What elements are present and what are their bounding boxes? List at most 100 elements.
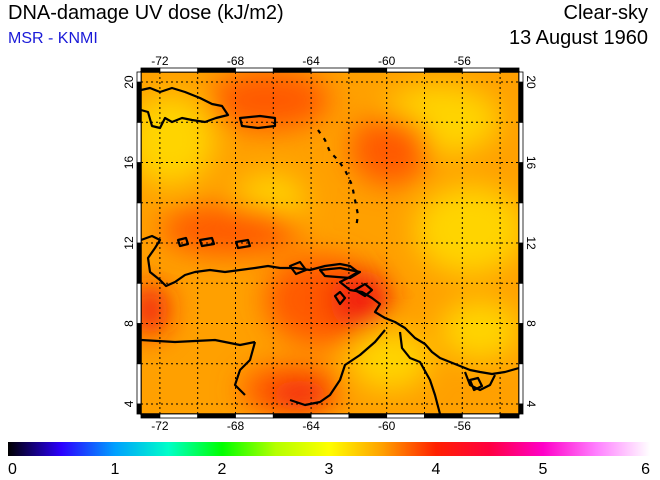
lat-tick-label-left: 20	[122, 75, 136, 89]
lon-tick-label-top: -68	[227, 54, 245, 68]
frame-segment	[136, 242, 142, 284]
lesser-antilles-arc	[317, 129, 360, 229]
colorbar-tick-label: 0	[8, 461, 17, 478]
lon-tick-label-bottom: -60	[378, 419, 396, 433]
south-america-coast	[141, 234, 519, 376]
axis-tick-labels: -72 -72 -68 -68 -64 -64 -60 -60 -56 -56 4 4 8 8 12 12 16…	[122, 54, 538, 433]
frame-ticks	[136, 67, 524, 419]
map-title: DNA-damage UV dose (kJ/m2)	[8, 2, 284, 24]
frame-segment	[272, 67, 312, 73]
frame-segment	[518, 162, 524, 204]
frame-segment	[136, 81, 142, 123]
frame-segment	[518, 323, 524, 365]
frame-segment	[272, 413, 312, 419]
frame-segment	[518, 202, 524, 244]
colorbar-tick-label: 5	[539, 461, 548, 478]
frame-segment	[518, 363, 524, 405]
puerto-rico-coast	[238, 114, 277, 130]
frame-segment	[518, 242, 524, 284]
frame-segment	[197, 67, 236, 73]
frame-segment	[518, 71, 524, 83]
frame-segment	[235, 67, 274, 73]
frame-segment	[159, 413, 199, 419]
tobago-coast	[353, 282, 374, 298]
frame-segment	[197, 413, 236, 419]
island-shape	[468, 376, 484, 392]
frame-segment	[136, 202, 142, 244]
frame-segment	[136, 121, 142, 163]
frame-segment	[159, 67, 199, 73]
paria-coast	[318, 266, 362, 280]
sky-condition-label: Clear-sky	[563, 2, 648, 24]
frame-segment	[136, 162, 142, 204]
colorbar-tick-label: 4	[432, 461, 441, 478]
frame-segment	[518, 121, 524, 163]
suriname-border	[398, 331, 442, 414]
field-yellow-patch	[415, 185, 519, 275]
french-guiana-border	[463, 371, 496, 392]
coastlines	[141, 86, 519, 414]
graticule	[141, 72, 519, 414]
frame-segment	[386, 413, 425, 419]
lat-tick-label-right: 4	[524, 401, 538, 408]
frame-segment	[136, 403, 142, 415]
lat-tick-label-right: 16	[524, 156, 538, 170]
lon-tick-label-top: -56	[454, 54, 472, 68]
colorbar-tick-label: 1	[111, 461, 120, 478]
frame-segment	[461, 413, 501, 419]
field-red-patch	[330, 270, 390, 330]
source-label: MSR - KNMI	[8, 30, 98, 47]
frame-segment	[424, 413, 463, 419]
field-red-patch	[141, 285, 168, 335]
lat-tick-label-left: 12	[122, 236, 136, 250]
field-yellow-patch	[440, 300, 519, 360]
frame-segment	[518, 403, 524, 415]
frame-segment	[386, 67, 425, 73]
margarita-coast	[288, 260, 308, 276]
colorbar-tick-label: 3	[325, 461, 334, 478]
lon-tick-label-bottom: -68	[227, 419, 245, 433]
frame-segment	[136, 282, 142, 324]
lat-tick-label-right: 20	[524, 75, 538, 89]
frame-segment	[499, 413, 520, 419]
field-red-patch	[270, 380, 330, 410]
frame-segment	[424, 67, 463, 73]
colorbar-tick-label: 6	[641, 461, 650, 478]
frame-segment	[136, 323, 142, 365]
lat-tick-label-left: 16	[122, 156, 136, 170]
lon-tick-label-top: -60	[378, 54, 396, 68]
lat-tick-label-right: 8	[524, 320, 538, 327]
curacao-coast	[198, 236, 216, 248]
frame-segment	[140, 67, 161, 73]
aruba-coast	[176, 236, 190, 248]
uv-dose-field	[141, 72, 519, 414]
lon-tick-label-top: -64	[302, 54, 320, 68]
frame-segment	[518, 282, 524, 324]
lon-tick-label-bottom: -56	[454, 419, 472, 433]
frame-segment	[348, 67, 388, 73]
colorbar-labels: 0 1 2 3 4 5 6	[8, 461, 650, 478]
lat-tick-label-left: 8	[122, 320, 136, 327]
frame-segment	[136, 363, 142, 405]
lon-tick-label-bottom: -64	[302, 419, 320, 433]
bonaire-coast	[234, 238, 252, 250]
guyana-border	[289, 329, 386, 407]
colombia-border	[141, 338, 256, 347]
colorbar	[8, 442, 650, 456]
frame-segment	[348, 413, 388, 419]
frame-segment	[235, 413, 274, 419]
frame-segment	[136, 71, 142, 83]
trinidad-coast	[333, 290, 347, 306]
date-label: 13 August 1960	[508, 27, 648, 49]
field-orange-patch	[160, 205, 300, 255]
frame-segment	[310, 413, 350, 419]
field-orange-patch	[350, 115, 430, 185]
field-orange-patch	[210, 72, 330, 130]
lat-tick-label-right: 12	[524, 236, 538, 250]
lon-tick-label-top: -72	[151, 54, 169, 68]
frame-segment	[518, 81, 524, 123]
frame-segment	[499, 67, 520, 73]
frame-segment	[140, 413, 161, 419]
frame-segment	[310, 67, 350, 73]
